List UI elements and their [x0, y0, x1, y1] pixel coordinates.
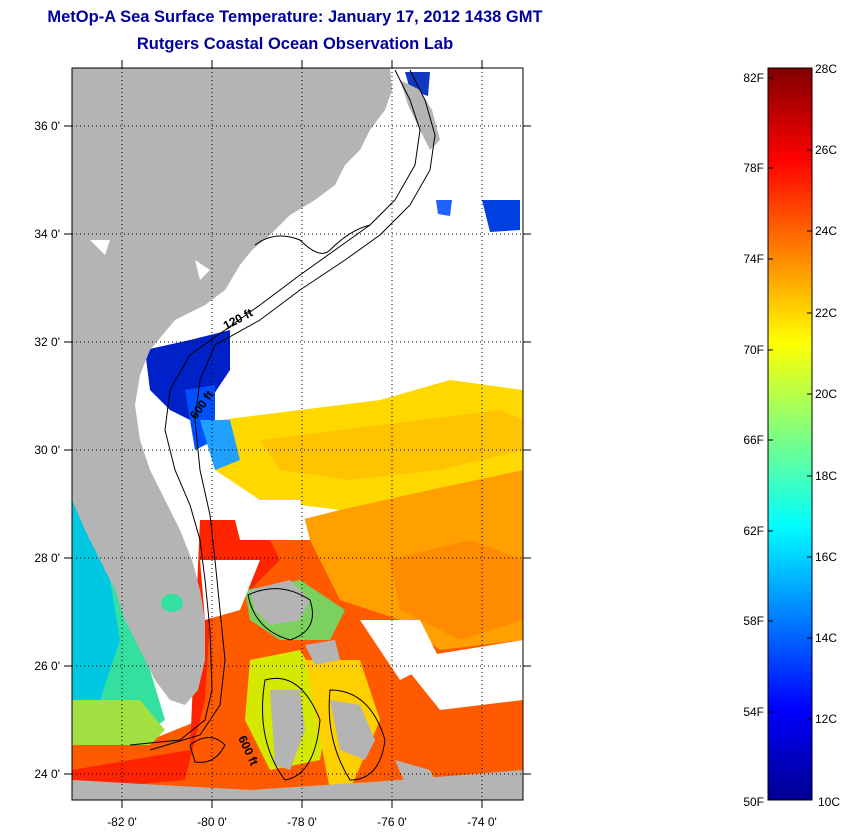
- colorbar-f-58: 58F: [743, 614, 764, 628]
- map-frame: [71, 67, 524, 801]
- colorbar-f-54: 54F: [743, 705, 764, 719]
- lat-label-34: 34 0': [34, 227, 60, 241]
- colorbar-f-50: 50F: [743, 795, 764, 809]
- colorbar-f-74: 74F: [743, 252, 764, 266]
- colorbar-c-28: 28C: [815, 62, 837, 76]
- isobath-contours: [129, 69, 436, 781]
- colorbar-c-10: 10C: [818, 795, 840, 809]
- lon-label-76: -76 0': [377, 815, 407, 829]
- colorbar-f-66: 66F: [743, 433, 764, 447]
- colorbar-c-26: 26C: [815, 143, 837, 157]
- lon-label-74: -74 0': [467, 815, 497, 829]
- map-title: MetOp-A Sea Surface Temperature: January…: [47, 8, 543, 26]
- lon-label-80: -80 0': [197, 815, 227, 829]
- colorbar-c-22: 22C: [815, 306, 837, 320]
- colorbar-f-70: 70F: [743, 343, 764, 357]
- lake-okeechobee: [161, 594, 183, 612]
- colorbar: 82F 78F 74F 70F 66F 62F 58F 54F 50F 28C …: [743, 62, 840, 809]
- lat-label-32: 32 0': [34, 335, 60, 349]
- colorbar-f-82: 82F: [743, 71, 764, 85]
- colorbar-c-18: 18C: [815, 469, 837, 483]
- colorbar-f-62: 62F: [743, 524, 764, 538]
- colorbar-c-20: 20C: [815, 387, 837, 401]
- tick-marks: [64, 60, 531, 808]
- lat-label-30: 30 0': [34, 443, 60, 457]
- colorbar-c-24: 24C: [815, 224, 837, 238]
- lon-label-78: -78 0': [287, 815, 317, 829]
- map-subtitle: Rutgers Coastal Ocean Observation Lab: [136, 35, 454, 53]
- lat-label-26: 26 0': [34, 659, 60, 673]
- lat-label-36: 36 0': [34, 119, 60, 133]
- lat-label-24: 24 0': [34, 767, 60, 781]
- colorbar-f-78: 78F: [743, 161, 764, 175]
- colorbar-c-14: 14C: [815, 631, 837, 645]
- lat-label-28: 28 0': [34, 551, 60, 565]
- sst-data-layer: [72, 72, 523, 800]
- map-panel: [72, 68, 523, 800]
- lon-label-82: -82 0': [107, 815, 137, 829]
- colorbar-ticks: [768, 77, 812, 720]
- colorbar-c-16: 16C: [815, 550, 837, 564]
- colorbar-c-12: 12C: [815, 712, 837, 726]
- colorbar-gradient: [767, 67, 813, 801]
- land-layer: [72, 68, 523, 800]
